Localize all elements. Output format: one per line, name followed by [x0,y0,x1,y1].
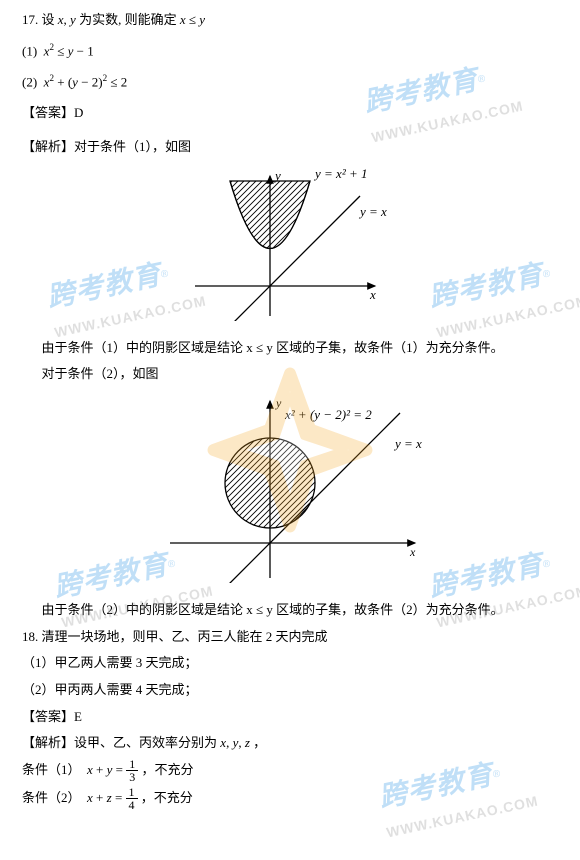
q17-figure1: y x y = x² + 1 y = x [22,166,558,330]
fig2-x-label: x [409,545,416,559]
explain-label: 【解析】 [22,139,74,154]
cond1-tail: ，不充分 [142,762,194,777]
q17-explain1: 【解析】对于条件（1），如图 [22,135,558,160]
q18-line-cond1: 条件（1） x + y = 13 ，不充分 [22,758,558,784]
svg-text:x² + (y − 2)² = 2: x² + (y − 2)² = 2 [284,407,372,422]
q18-line-cond2: 条件（2） x + z = 14 ，不充分 [22,786,558,812]
q18-cond2: （2）甲丙两人需要 4 天完成； [22,678,558,703]
q17-explain2: 对于条件（2），如图 [22,362,558,387]
fig1-x-label: x [369,287,376,302]
q18-stem: 18. 清理一块场地，则甲、乙、丙三人能在 2 天内完成 [22,625,558,650]
q17-cond1: (1) x2 ≤ y − 1 [22,39,558,64]
q18-answer: 【答案】E [22,705,558,730]
q17-cond2: (2) x2 + (y − 2)2 ≤ 2 [22,70,558,95]
answer-label: 【答案】 [22,709,74,724]
explain-text: 对于条件（1），如图 [74,139,191,154]
svg-text:y = x: y = x [358,204,387,219]
svg-text:y = x: y = x [393,436,422,451]
q17-para1: 由于条件（1）中的阴影区域是结论 x ≤ y 区域的子集，故条件（1）为充分条件… [22,336,558,361]
q17-para2: 由于条件（2）中的阴影区域是结论 x ≤ y 区域的子集，故条件（2）为充分条件… [22,598,558,623]
answer-label: 【答案】 [22,105,74,120]
q18-cond1: （1）甲乙两人需要 3 天完成； [22,651,558,676]
cond2-tail: ，不充分 [141,790,193,805]
cond1-label: 条件（1） [22,762,81,777]
q18-explain: 【解析】设甲、乙、丙效率分别为 x, y, z ， [22,731,558,756]
q17-answer: 【答案】D [22,101,558,126]
q17-stem: 17. 设 x, y 为实数, 则能确定 x ≤ y [22,8,558,33]
fig1-y-label: y [273,168,281,183]
q17-figure2: y x x² + (y − 2)² = 2 y = x [22,393,558,592]
svg-text:y = x² + 1: y = x² + 1 [313,166,367,181]
fig2-y-label: y [275,396,282,410]
answer-value: E [74,709,82,724]
explain-label: 【解析】 [22,735,74,750]
cond2-label: 条件（2） [22,790,81,805]
answer-value: D [74,105,83,120]
